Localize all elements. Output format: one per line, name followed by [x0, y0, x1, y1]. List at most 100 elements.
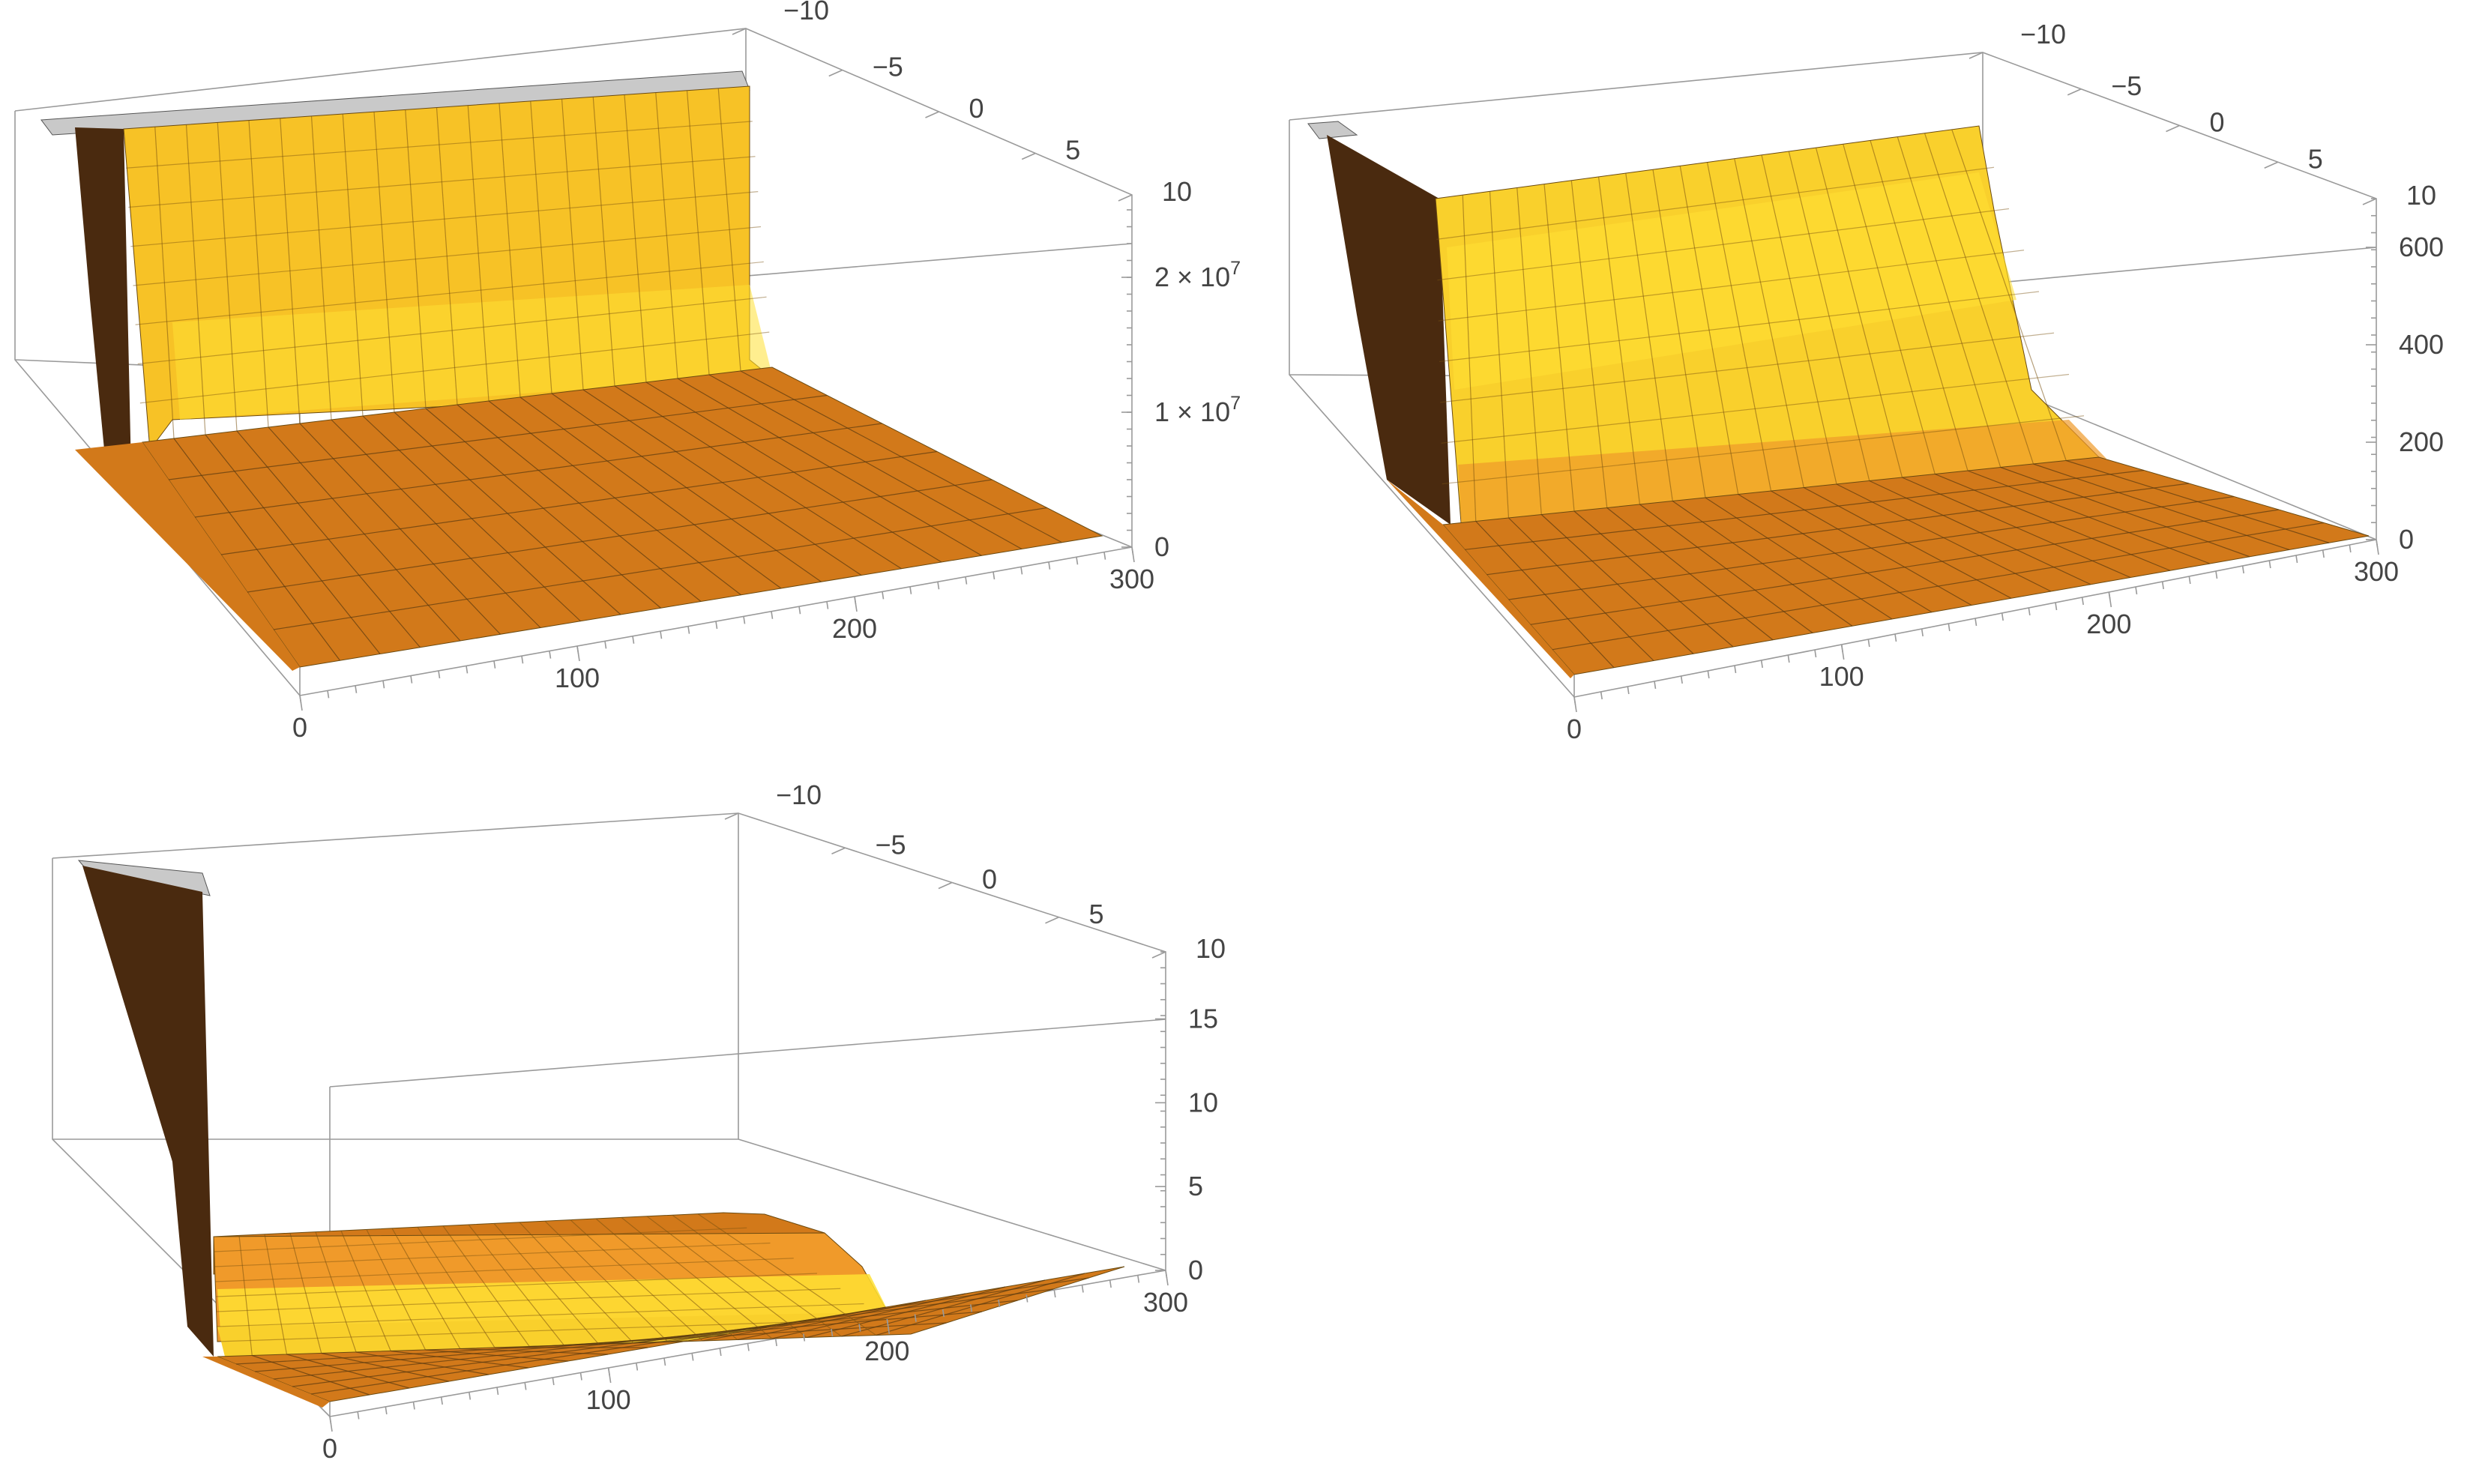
plot-3-x-minor-tick: [942, 1309, 945, 1318]
plot-3-wall-mesh-line: [672, 1214, 842, 1337]
plot-3-x-minor-tick: [747, 1343, 750, 1351]
plot-1-x-minor-tick: [660, 631, 663, 639]
plot-1-y-tick-label-2: 0: [969, 93, 984, 124]
plot-2-y-tick-label-2: 0: [2210, 107, 2225, 138]
plot-2-y-tick-4: [2362, 198, 2377, 205]
plot-3-y-tick-3: [1045, 917, 1059, 924]
plot-1-x-minor-tick: [299, 695, 302, 704]
plot-2-x-minor-tick: [2108, 591, 2111, 600]
plot-2-wall-mesh-line: [1516, 187, 1542, 515]
plot-1-wall-mesh-line: [139, 331, 770, 404]
plot-1-mesh-line: [194, 423, 882, 518]
plot-3-x-minor-tick: [831, 1328, 834, 1337]
plot-2-x-minor-tick: [2135, 586, 2138, 595]
plot-1-x-minor-tick: [1103, 552, 1106, 560]
plot-2-y-tick-label-3: 5: [2308, 143, 2323, 174]
plot-1-y-tick-4: [1118, 194, 1133, 202]
plot-1-y-axis: −10 −5 0 5 10: [732, 0, 1192, 207]
plot-1-x-minor-tick: [882, 591, 885, 600]
plot-2-x-minor-tick: [1680, 675, 1683, 684]
plot-3-y-tick-label-1: −5: [876, 829, 906, 860]
surface-plot-2: 0 100 200 300 −10 −5 0 5 10 0 200 400 600: [1274, 0, 2482, 744]
plot-3-x-minor-tick: [496, 1387, 499, 1396]
plot-3-x-minor-tick: [719, 1348, 722, 1357]
plot-3-y-axis: −10 −5 0 5 10: [724, 779, 1226, 964]
plot-3-y-tick-label-2: 0: [982, 864, 997, 895]
plot-2-wall-mesh-line: [1815, 147, 1903, 478]
plot-1-x-minor-tick: [1020, 567, 1023, 575]
plot-3-x-tick-label-3: 300: [1143, 1287, 1188, 1318]
plot-1-wall-mesh-line: [686, 90, 710, 375]
plot-3-wall-mesh-line: [238, 1235, 253, 1356]
plot-3-x-minor-tick: [1137, 1275, 1140, 1283]
plot-3-mesh-line: [310, 1277, 1089, 1395]
plot-1-x-minor-tick: [1131, 546, 1134, 555]
plot-3-wall-mesh-line: [570, 1219, 703, 1342]
plot-2-wall-mesh-line: [1436, 166, 1995, 240]
plot-3-x-minor-tick: [1165, 1270, 1168, 1279]
plot-1-wall-mesh-line: [128, 156, 756, 208]
plot-3-y-tick-2: [938, 881, 953, 890]
plot-2-wall-mesh-line: [1761, 154, 1837, 485]
plot-2-wall-mesh-line: [1442, 415, 2085, 485]
plot-3-wall-mesh-line: [264, 1234, 288, 1355]
plot-2-x-minor-tick: [1814, 649, 1817, 658]
plot-2-canvas: 0 100 200 300 −10 −5 0 5 10 0 200 400 600: [1289, 19, 2444, 744]
plot-2-y-tick-2: [2166, 124, 2180, 133]
plot-2-x-minor-tick: [1975, 618, 1978, 627]
plot-2-wall-mesh-line: [1462, 195, 1477, 522]
plot-1-y-tick-label-1: −5: [873, 52, 903, 82]
plot-3-wall-mesh-line: [544, 1220, 669, 1342]
plot-1-y-tick-label-4: 10: [1162, 176, 1192, 207]
plot-2-y-axis: −10 −5 0 5 10: [1969, 19, 2436, 211]
plot-2-surface: [1307, 121, 2370, 678]
plot-1-x-minor-tick: [604, 641, 607, 649]
surface-plot-3: 0 100 200 300 −10 −5 0 5 10 0 5 10 15: [0, 742, 1244, 1484]
plot-2-wall-mesh-line: [1437, 208, 2010, 281]
plot-1-x-minor-tick: [438, 670, 441, 679]
plot-3-x-minor-tick: [803, 1333, 806, 1342]
plot-3-z-tick-label-2: 10: [1188, 1087, 1218, 1117]
plot-2-x-minor-tick: [2322, 549, 2325, 558]
plot-3-x-tick-label-1: 100: [586, 1384, 631, 1415]
plot-2-wall-mesh-line: [1897, 136, 2001, 468]
plot-2-x-minor-tick: [1894, 633, 1897, 642]
plot-1-z-tick-label-1: 1 × 107: [1154, 393, 1241, 427]
plot-2-x-tick-label-3: 300: [2354, 556, 2399, 587]
plot-2-mesh-line: [1508, 495, 2235, 600]
plot-1-mesh: [126, 88, 1062, 661]
plot-1-x-minor-tick: [743, 616, 746, 624]
plot-3-wall-mesh-line: [214, 1242, 771, 1267]
plot-2-y-tick-1: [2067, 88, 2082, 96]
plot-3-x-tick-label-0: 0: [322, 1433, 337, 1464]
plot-1-mesh-line: [220, 450, 938, 555]
plot-3-x-axis: 0 100 200 300: [322, 1270, 1188, 1464]
plot-3-x-minor-tick: [329, 1416, 332, 1425]
plot-2-z-axis: 0 200 400 600: [2366, 198, 2444, 555]
plot-3-wall-mesh-line: [315, 1231, 357, 1353]
plot-3-wall-mesh-line: [646, 1216, 807, 1338]
plot-1-wall-mesh-line: [133, 226, 762, 286]
plot-2-x-minor-tick: [1707, 670, 1710, 679]
plot-1-x-minor-tick: [466, 666, 469, 674]
plot-2-wall-mesh-line: [1440, 332, 2055, 403]
plot-1-mesh-line: [168, 394, 828, 480]
plot-3-wall-mesh-line: [519, 1222, 634, 1344]
plot-3-x-minor-tick: [886, 1318, 889, 1327]
plot-3-x-minor-tick: [552, 1377, 555, 1386]
plot-2-x-minor-tick: [2268, 560, 2271, 569]
plot-1-x-minor-tick: [632, 636, 635, 644]
plot-2-x-minor-tick: [1734, 665, 1737, 674]
plot-2-wall-mesh-line: [1679, 166, 1739, 495]
plot-2-wall-mesh-line: [1597, 176, 1641, 505]
plot-2-mesh-line: [1487, 483, 2190, 576]
plot-2-x-minor-tick: [1787, 654, 1790, 663]
plot-3-mesh: [214, 1213, 1089, 1396]
plot-2-wall-mesh-line: [1652, 169, 1706, 498]
plot-3-wall-mesh-line: [340, 1230, 391, 1351]
plot-1-z-tick-exponent-2: 7: [1230, 258, 1241, 279]
plot-3-surface: [77, 860, 1125, 1408]
plot-3-y-tick-0: [724, 812, 739, 820]
plot-3-z-tick-label-0: 0: [1188, 1255, 1203, 1285]
plot-2-wall-mesh-line: [1924, 133, 2034, 465]
